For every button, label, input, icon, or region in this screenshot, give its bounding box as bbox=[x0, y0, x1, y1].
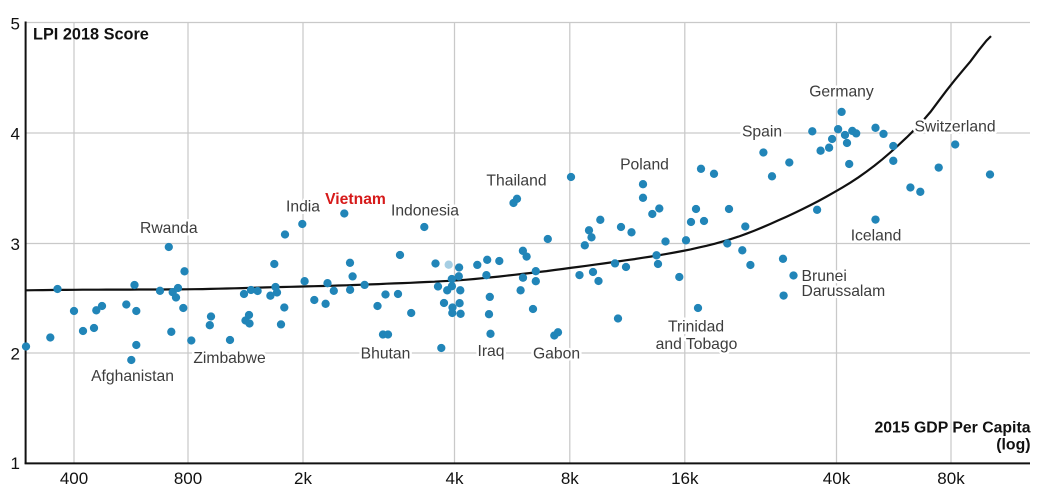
svg-text:Iraq: Iraq bbox=[477, 343, 504, 360]
svg-text:3: 3 bbox=[11, 235, 20, 254]
svg-text:800: 800 bbox=[174, 469, 202, 488]
svg-text:and Tobago: and Tobago bbox=[656, 336, 738, 353]
svg-text:India: India bbox=[286, 199, 320, 216]
svg-text:4: 4 bbox=[11, 125, 20, 144]
svg-text:Afghanistan: Afghanistan bbox=[91, 368, 174, 385]
svg-text:Thailand: Thailand bbox=[486, 173, 546, 190]
svg-text:Vietnam: Vietnam bbox=[325, 191, 386, 208]
svg-text:Poland: Poland bbox=[620, 157, 669, 174]
svg-text:80k: 80k bbox=[937, 469, 965, 488]
svg-text:Darussalam: Darussalam bbox=[802, 283, 886, 300]
svg-text:Rwanda: Rwanda bbox=[140, 220, 198, 237]
svg-text:Indonesia: Indonesia bbox=[391, 203, 459, 220]
svg-text:LPI 2018 Score: LPI 2018 Score bbox=[33, 26, 149, 44]
svg-text:Spain: Spain bbox=[742, 124, 782, 141]
svg-text:Germany: Germany bbox=[809, 84, 874, 101]
svg-text:2k: 2k bbox=[294, 469, 312, 488]
svg-text:Gabon: Gabon bbox=[533, 346, 580, 363]
svg-text:1: 1 bbox=[11, 454, 20, 473]
svg-text:2015 GDP Per Capita: 2015 GDP Per Capita bbox=[874, 420, 1030, 437]
svg-text:Trinidad: Trinidad bbox=[668, 319, 724, 336]
svg-text:40k: 40k bbox=[823, 469, 851, 488]
svg-text:Brunei: Brunei bbox=[802, 268, 847, 285]
svg-text:Zimbabwe: Zimbabwe bbox=[193, 350, 266, 367]
svg-text:2: 2 bbox=[11, 345, 20, 364]
svg-text:4k: 4k bbox=[446, 469, 464, 488]
svg-text:8k: 8k bbox=[561, 469, 579, 488]
svg-text:Switzerland: Switzerland bbox=[914, 119, 995, 136]
svg-text:(log): (log) bbox=[996, 437, 1030, 454]
svg-text:16k: 16k bbox=[671, 469, 699, 488]
svg-text:400: 400 bbox=[60, 469, 88, 488]
svg-text:5: 5 bbox=[11, 15, 20, 34]
svg-text:Iceland: Iceland bbox=[851, 228, 902, 245]
svg-text:Bhutan: Bhutan bbox=[361, 345, 411, 362]
